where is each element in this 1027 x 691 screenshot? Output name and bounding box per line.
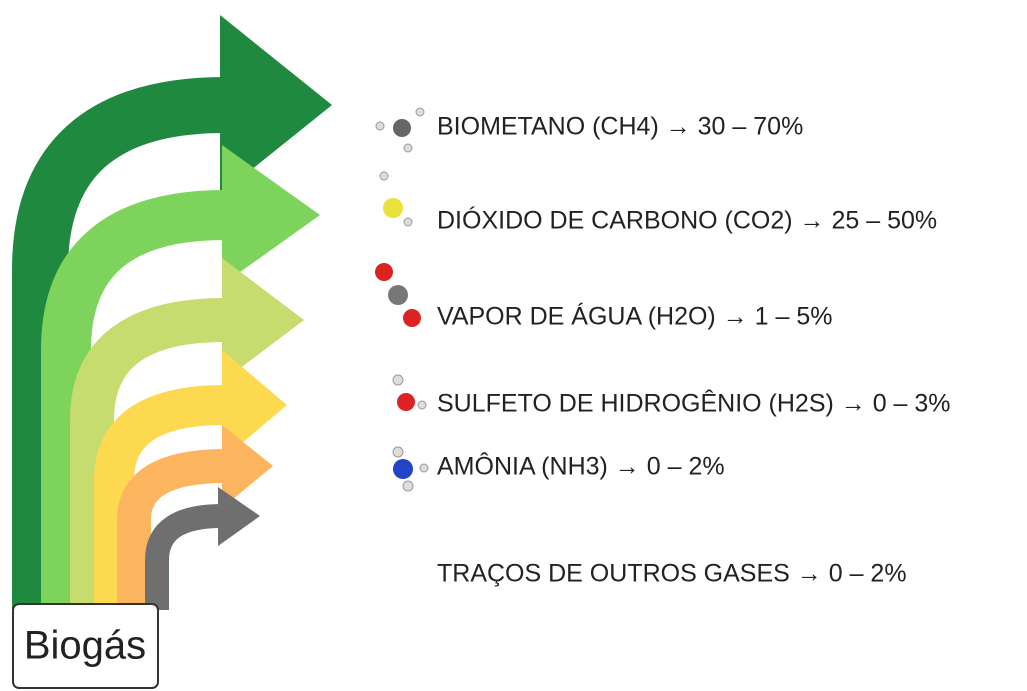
arrow-head: [222, 425, 273, 508]
molecules: [375, 107, 429, 492]
item-label: BIOMETANO (CH4) → 30 – 70%: [437, 113, 803, 141]
labels: BIOMETANO (CH4) → 30 – 70% DIÓXIDO DE CA…: [437, 113, 951, 588]
item-label: DIÓXIDO DE CARBONO (CO2) → 25 – 50%: [437, 206, 937, 235]
arrows: [12, 15, 332, 610]
molecule-h2o: [392, 374, 427, 411]
arrow-head: [222, 258, 304, 382]
arrow-stem: [12, 77, 226, 610]
item-label: VAPOR DE ÁGUA (H2O) → 1 – 5%: [437, 302, 832, 331]
arrow-stem: [70, 298, 226, 610]
arrow-head: [222, 145, 320, 285]
source-box: [12, 603, 159, 689]
arrow-head: [218, 487, 260, 546]
arrow-head: [220, 15, 332, 195]
arrow-stem: [41, 190, 226, 610]
arrow-stem: [145, 504, 223, 610]
molecule-nh3: [392, 446, 429, 492]
item-label: TRAÇOS DE OUTROS GASES → 0 – 2%: [437, 560, 907, 588]
arrow-stem: [94, 385, 226, 610]
molecule-co2: [375, 263, 421, 327]
arrow-head: [222, 350, 287, 460]
source-label: Biogás: [24, 624, 146, 668]
item-label: SULFETO DE HIDROGÊNIO (H2S) → 0 – 3%: [437, 389, 951, 418]
item-label: AMÔNIA (NH3) → 0 – 2%: [437, 452, 725, 481]
molecule-ch4: [375, 107, 425, 153]
arrow-stem: [117, 449, 226, 610]
molecule-h2s: [379, 171, 413, 227]
